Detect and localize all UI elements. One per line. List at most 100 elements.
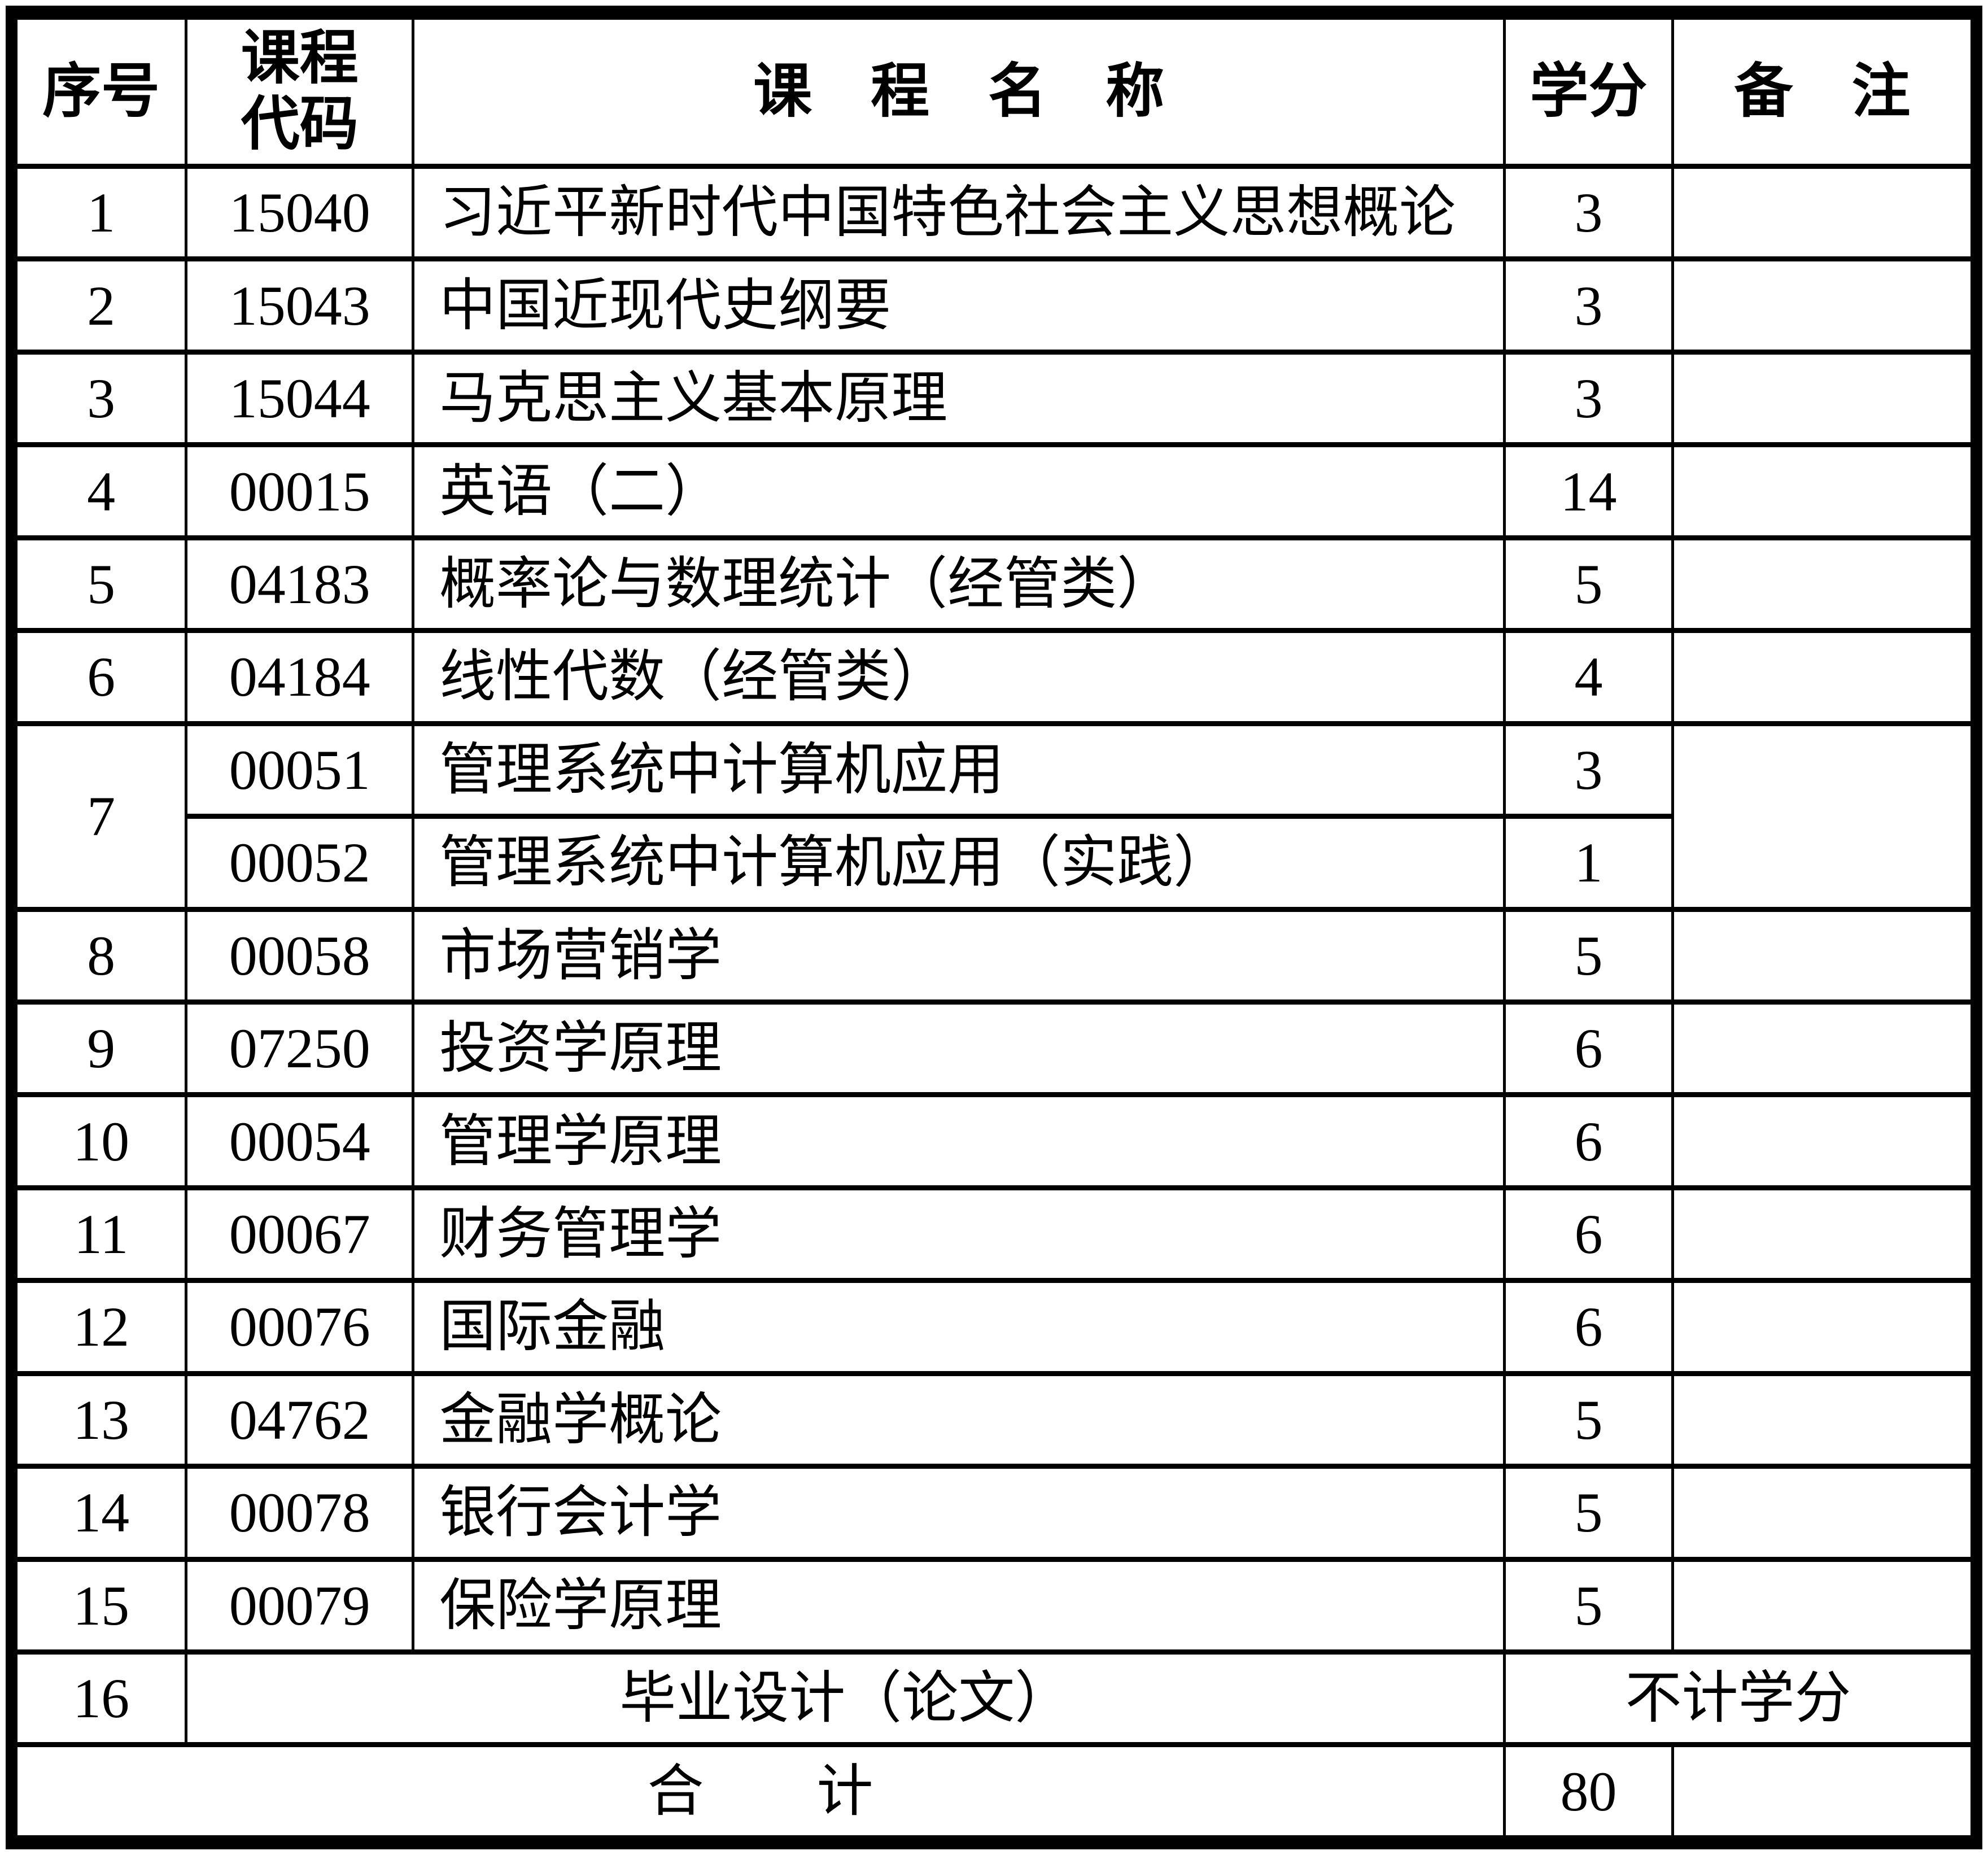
row-course-name: 保险学原理 — [412, 1556, 1506, 1655]
row-no: 9 — [14, 999, 188, 1098]
row-course-name: 财务管理学 — [412, 1185, 1506, 1284]
row-credits: 5 — [1503, 1370, 1674, 1469]
table-row-14: 14 00078 银行会计学 5 — [14, 1464, 1974, 1562]
row-code: 15044 — [185, 349, 415, 448]
row-remarks-empty — [1671, 1185, 1974, 1284]
row-credits: 3 — [1503, 721, 1674, 819]
table-row-10: 10 00054 管理学原理 6 — [14, 1092, 1974, 1190]
row-code: 00078 — [185, 1464, 415, 1562]
row-no: 12 — [14, 1278, 188, 1376]
row-code: 00058 — [185, 906, 415, 1005]
header-no: 序号 — [14, 15, 188, 169]
row-code: 00054 — [185, 1092, 415, 1190]
row-code: 00076 — [185, 1278, 415, 1376]
row-course-name: 市场营销学 — [412, 906, 1506, 1005]
row-credits: 5 — [1503, 1464, 1674, 1562]
row-code: 04184 — [185, 628, 415, 726]
table-row-8: 8 00058 市场营销学 5 — [14, 906, 1974, 1005]
table-row-1: 1 15040 习近平新时代中国特色社会主义思想概论 3 — [14, 163, 1974, 262]
row-no: 6 — [14, 628, 188, 726]
row-remarks-empty — [1671, 535, 1974, 634]
row-course-name: 管理学原理 — [412, 1092, 1506, 1190]
row-code: 04762 — [185, 1370, 415, 1469]
table-row-9: 9 07250 投资学原理 6 — [14, 999, 1974, 1098]
table-row-total: 合 计 80 — [14, 1742, 1974, 1840]
row-credits: 6 — [1503, 1278, 1674, 1376]
header-remarks: 备 注 — [1671, 15, 1974, 169]
row-no: 11 — [14, 1185, 188, 1284]
row-course-name: 习近平新时代中国特色社会主义思想概论 — [412, 163, 1506, 262]
row-code: 15043 — [185, 256, 415, 355]
row-remarks-merged-empty — [1671, 721, 1974, 912]
row-course-name: 英语（二） — [412, 442, 1506, 540]
row-no: 15 — [14, 1556, 188, 1655]
row-no: 2 — [14, 256, 188, 355]
row-course-name: 中国近现代史纲要 — [412, 256, 1506, 355]
row-no: 1 — [14, 163, 188, 262]
header-credits: 学分 — [1503, 15, 1674, 169]
row-course-name: 国际金融 — [412, 1278, 1506, 1376]
header-row: 序号 课程 代码 课 程 名 称 学分 备 注 — [14, 15, 1974, 169]
header-course-code-line1: 课程 — [241, 26, 359, 91]
table-row-6: 6 04184 线性代数（经管类） 4 — [14, 628, 1974, 726]
row-credits: 3 — [1503, 349, 1674, 448]
row-credits: 5 — [1503, 535, 1674, 634]
no-credits-note-cell: 不计学分 — [1503, 1649, 1973, 1748]
row-course-name: 线性代数（经管类） — [412, 628, 1506, 726]
row-credits: 14 — [1503, 442, 1674, 540]
row-credits: 3 — [1503, 163, 1674, 262]
table-row-13: 13 04762 金融学概论 5 — [14, 1370, 1974, 1469]
table-row-15: 15 00079 保险学原理 5 — [14, 1556, 1974, 1655]
row-remarks-empty — [1671, 1092, 1974, 1190]
row-remarks-empty — [1671, 999, 1974, 1098]
row-code: 00051 — [185, 721, 415, 819]
table-row-16-graduation: 16 毕业设计（论文） 不计学分 — [14, 1649, 1973, 1748]
row-remarks-empty — [1671, 1278, 1974, 1376]
row-no: 16 — [14, 1649, 188, 1748]
row-credits: 6 — [1503, 1092, 1674, 1190]
row-course-name: 银行会计学 — [412, 1464, 1506, 1562]
total-remarks-empty — [1671, 1742, 1974, 1840]
row-code: 00052 — [185, 814, 415, 912]
curriculum-table: 序号 课程 代码 课 程 名 称 学分 备 注 1 15040 习近平新时代中国… — [14, 15, 1974, 1840]
table-row-2: 2 15043 中国近现代史纲要 3 — [14, 256, 1974, 355]
row-course-name: 管理系统中计算机应用 — [412, 721, 1506, 819]
row-remarks-empty — [1671, 906, 1974, 1005]
row-remarks-empty — [1671, 628, 1974, 726]
row-no: 14 — [14, 1464, 188, 1562]
row-credits: 6 — [1503, 1185, 1674, 1284]
row-course-name: 金融学概论 — [412, 1370, 1506, 1469]
row-no: 4 — [14, 442, 188, 540]
row-remarks-empty — [1671, 1464, 1974, 1562]
row-code: 04183 — [185, 535, 415, 634]
row-remarks-empty — [1671, 442, 1974, 540]
table-row-7a: 7 00051 管理系统中计算机应用 3 — [14, 721, 1974, 912]
row-credits: 4 — [1503, 628, 1674, 726]
row-no: 10 — [14, 1092, 188, 1190]
row-credits: 5 — [1503, 906, 1674, 1005]
header-course-code: 课程 代码 — [185, 15, 415, 169]
row-remarks-empty — [1671, 349, 1974, 448]
header-course-name: 课 程 名 称 — [412, 15, 1506, 169]
row-remarks-empty — [1671, 163, 1974, 262]
table-row-5: 5 04183 概率论与数理统计（经管类） 5 — [14, 535, 1974, 634]
row-code: 00067 — [185, 1185, 415, 1284]
row-remarks-empty — [1671, 1370, 1974, 1469]
header-course-code-line2: 代码 — [241, 91, 359, 157]
row-code: 07250 — [185, 999, 415, 1098]
row-no-merged: 7 — [14, 721, 188, 912]
total-credits-cell: 80 — [1503, 1742, 1674, 1840]
row-credits: 1 — [1503, 814, 1674, 912]
row-credits: 5 — [1503, 1556, 1674, 1655]
table-row-3: 3 15044 马克思主义基本原理 3 — [14, 349, 1974, 448]
table-outer-border: 序号 课程 代码 课 程 名 称 学分 备 注 1 15040 习近平新时代中国… — [6, 6, 1982, 1849]
row-credits: 6 — [1503, 999, 1674, 1098]
row-course-name: 投资学原理 — [412, 999, 1506, 1098]
row-remarks-empty — [1671, 256, 1974, 355]
row-code: 15040 — [185, 163, 415, 262]
row-no: 3 — [14, 349, 188, 448]
row-course-name: 概率论与数理统计（经管类） — [412, 535, 1506, 634]
row-code: 00079 — [185, 1556, 415, 1655]
total-label-cell: 合 计 — [14, 1742, 1506, 1840]
